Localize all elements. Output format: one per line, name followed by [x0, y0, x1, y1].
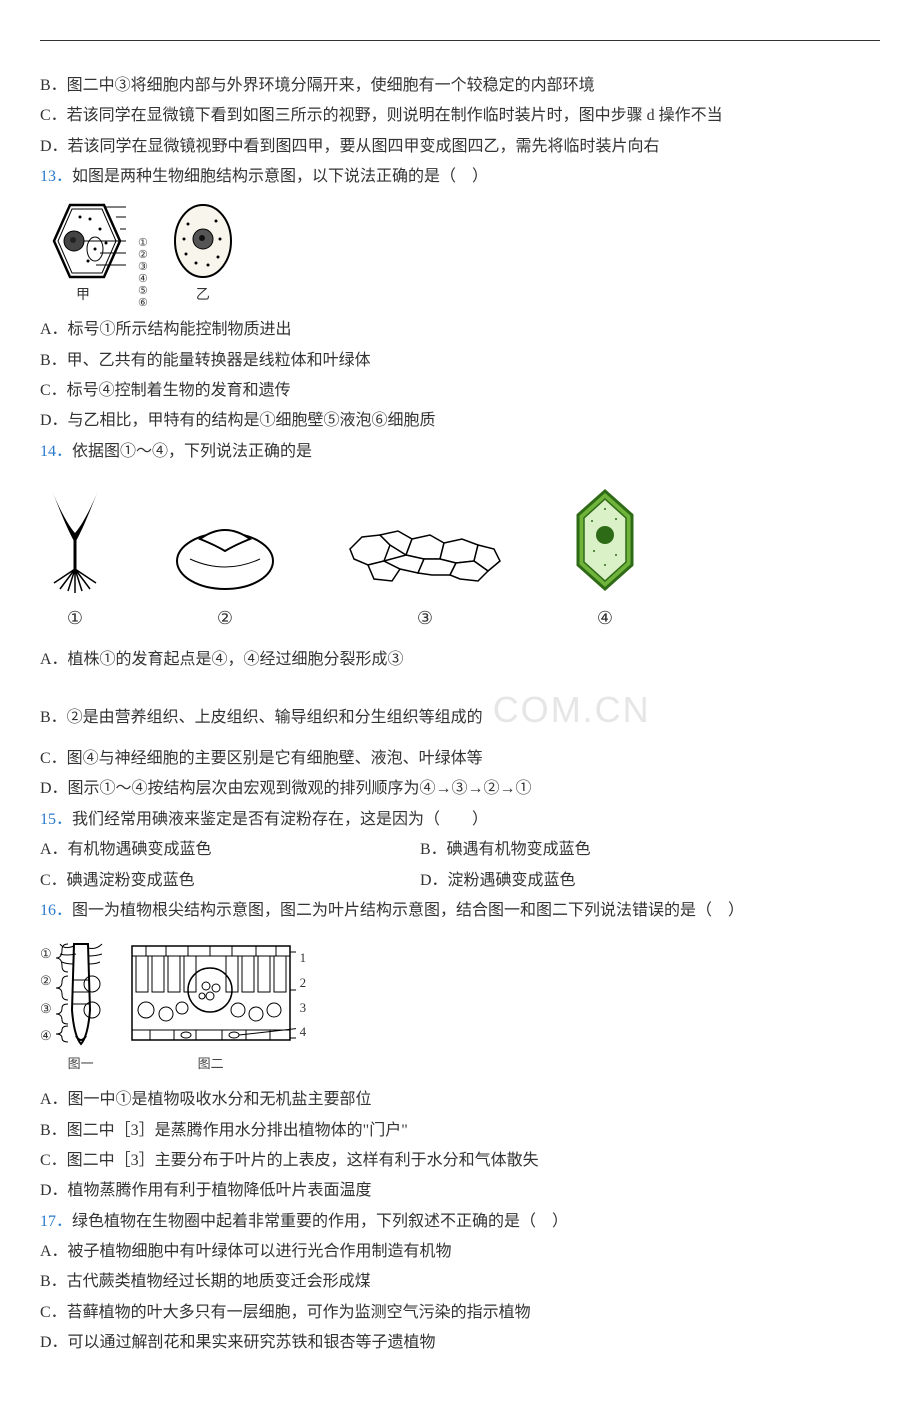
q14-opt-b: B．②是由营养组织、上皮组织、输导组织和分生组织等组成的 COM.CN — [40, 676, 880, 744]
q13-ptr-5: ⑤ — [138, 285, 148, 297]
q13-ptr-2: ② — [138, 249, 148, 261]
q14-figure-row: ① ② ③ — [40, 485, 880, 635]
q15-opt-c: C．碘遇淀粉变成蓝色 — [40, 866, 420, 896]
q16-f2-p3: 3 — [300, 996, 307, 1021]
q14-num-4: ④ — [597, 601, 613, 635]
q16-figure-row: ① ② ③ ④ 图一 — [40, 940, 880, 1077]
q15-opt-a: A．有机物遇碘变成蓝色 — [40, 835, 420, 865]
q16-opt-d: D．植物蒸腾作用有利于植物降低叶片表面温度 — [40, 1176, 880, 1206]
q13-pointer-labels: ① ② ③ ④ ⑤ ⑥ — [138, 237, 148, 309]
q13-ptr-4: ④ — [138, 273, 148, 285]
q16-stem-line: 16．图一为植物根尖结构示意图，图二为叶片结构示意图，结合图一和图二下列说法错误… — [40, 896, 880, 926]
q16-leaf-section-icon — [126, 940, 296, 1050]
q13-number: 13． — [40, 168, 72, 185]
q15-options-row1: A．有机物遇碘变成蓝色 B．碘遇有机物变成蓝色 — [40, 835, 880, 865]
q16-f2-p4: 4 — [300, 1020, 307, 1045]
q12-opt-c: C．若该同学在显微镜下看到如图三所示的视野，则说明在制作临时装片时，图中步骤 d… — [40, 101, 880, 131]
q13-opt-d: D．与乙相比，甲特有的结构是①细胞壁⑤液泡⑥细胞质 — [40, 406, 880, 436]
q14-opt-a: A．植株①的发育起点是④，④经过细胞分裂形成③ — [40, 645, 880, 675]
q14-num-1: ① — [67, 601, 83, 635]
q14-greencell-icon — [570, 485, 640, 595]
q16-f2-p2: 2 — [300, 971, 307, 996]
q13-label-yi: 乙 — [196, 283, 210, 310]
q16-stem: 图一为植物根尖结构示意图，图二为叶片结构示意图，结合图一和图二下列说法错误的是（… — [72, 902, 744, 919]
q13-ptr-6: ⑥ — [138, 297, 148, 309]
q15-opt-b: B．碘遇有机物变成蓝色 — [420, 835, 880, 865]
q17-stem-line: 17．绿色植物在生物圈中起着非常重要的作用，下列叙述不正确的是（ ） — [40, 1207, 880, 1237]
q16-fig2-label: 图二 — [198, 1052, 224, 1077]
q17-opt-c: C．苔藓植物的叶大多只有一层细胞，可作为监测空气污染的指示植物 — [40, 1298, 880, 1328]
q16-f1-p3: ③ — [40, 997, 52, 1022]
q16-f1-p1: ① — [40, 942, 52, 967]
q15-stem: 我们经常用碘液来鉴定是否有淀粉存在，这是因为（ ） — [72, 811, 488, 828]
q14-plant-icon — [40, 485, 110, 595]
q14-stem: 依据图①～④，下列说法正确的是 — [72, 443, 312, 460]
q14-opt-c: C．图④与神经细胞的主要区别是它有细胞壁、液泡、叶绿体等 — [40, 744, 880, 774]
q13-ptr-3: ③ — [138, 261, 148, 273]
q13-figure-row: 甲 ① ② ③ ④ ⑤ ⑥ 乙 — [40, 199, 880, 310]
q14-number: 14． — [40, 443, 72, 460]
q16-f2-p1: 1 — [300, 946, 307, 971]
q16-opt-b: B．图二中［3］是蒸腾作用水分排出植物体的"门户" — [40, 1116, 880, 1146]
q13-stem: 如图是两种生物细胞结构示意图，以下说法正确的是（ ） — [72, 168, 488, 185]
q14-opt-b-text: B．②是由营养组织、上皮组织、输导组织和分生组织等组成的 — [40, 709, 483, 726]
q14-tissue-icon — [340, 515, 510, 595]
q14-num-2: ② — [217, 601, 233, 635]
q17-stem: 绿色植物在生物圈中起着非常重要的作用，下列叙述不正确的是（ ） — [72, 1213, 568, 1230]
q17-opt-a: A．被子植物细胞中有叶绿体可以进行光合作用制造有机物 — [40, 1237, 880, 1267]
q12-opt-d: D．若该同学在显微镜视野中看到图四甲，要从图四甲变成图四乙，需先将临时装片向右 — [40, 132, 880, 162]
q17-number: 17． — [40, 1213, 72, 1230]
q15-opt-d: D．淀粉遇碘变成蓝色 — [420, 866, 880, 896]
q13-opt-b: B．甲、乙共有的能量转换器是线粒体和叶绿体 — [40, 346, 880, 376]
q12-opt-b: B．图二中③将细胞内部与外界环境分隔开来，使细胞有一个较稳定的内部环境 — [40, 71, 880, 101]
q16-root-tip-icon — [56, 940, 106, 1050]
q16-opt-a: A．图一中①是植物吸收水分和无机盐主要部位 — [40, 1085, 880, 1115]
q13-ptr-1: ① — [138, 237, 148, 249]
q16-fig2-pointers: 1 2 3 4 — [300, 940, 307, 1040]
q13-label-jia: 甲 — [76, 283, 90, 310]
q14-opt-d: D．图示①～④按结构层次由宏观到微观的排列顺序为④→③→②→① — [40, 774, 880, 804]
q15-options-row2: C．碘遇淀粉变成蓝色 D．淀粉遇碘变成蓝色 — [40, 866, 880, 896]
q15-number: 15． — [40, 811, 72, 828]
q16-f1-p2: ② — [40, 969, 52, 994]
q15-stem-line: 15．我们经常用碘液来鉴定是否有淀粉存在，这是因为（ ） — [40, 805, 880, 835]
q16-number: 16． — [40, 902, 72, 919]
q14-seed-icon — [170, 515, 280, 595]
q16-fig1-pointers: ① ② ③ ④ — [40, 940, 52, 1050]
q13-cell-jia-icon — [40, 199, 126, 283]
q14-num-3: ③ — [417, 601, 433, 635]
q16-f1-p4: ④ — [40, 1024, 52, 1049]
q13-stem-line: 13．如图是两种生物细胞结构示意图，以下说法正确的是（ ） — [40, 162, 880, 192]
q13-opt-c: C．标号④控制着生物的发育和遗传 — [40, 376, 880, 406]
q13-opt-a: A．标号①所示结构能控制物质进出 — [40, 315, 880, 345]
q13-cell-yi-icon — [168, 199, 238, 283]
q17-opt-d: D．可以通过解剖花和果实来研究苏铁和银杏等子遗植物 — [40, 1328, 880, 1358]
q14-stem-line: 14．依据图①～④，下列说法正确的是 — [40, 437, 880, 467]
q16-opt-c: C．图二中［3］主要分布于叶片的上表皮，这样有利于水分和气体散失 — [40, 1146, 880, 1176]
q17-opt-b: B．古代蕨类植物经过长期的地质变迁会形成煤 — [40, 1267, 880, 1297]
q16-fig1-label: 图一 — [68, 1052, 94, 1077]
page-top-rule — [40, 40, 880, 41]
watermark-text: COM.CN — [493, 689, 651, 730]
